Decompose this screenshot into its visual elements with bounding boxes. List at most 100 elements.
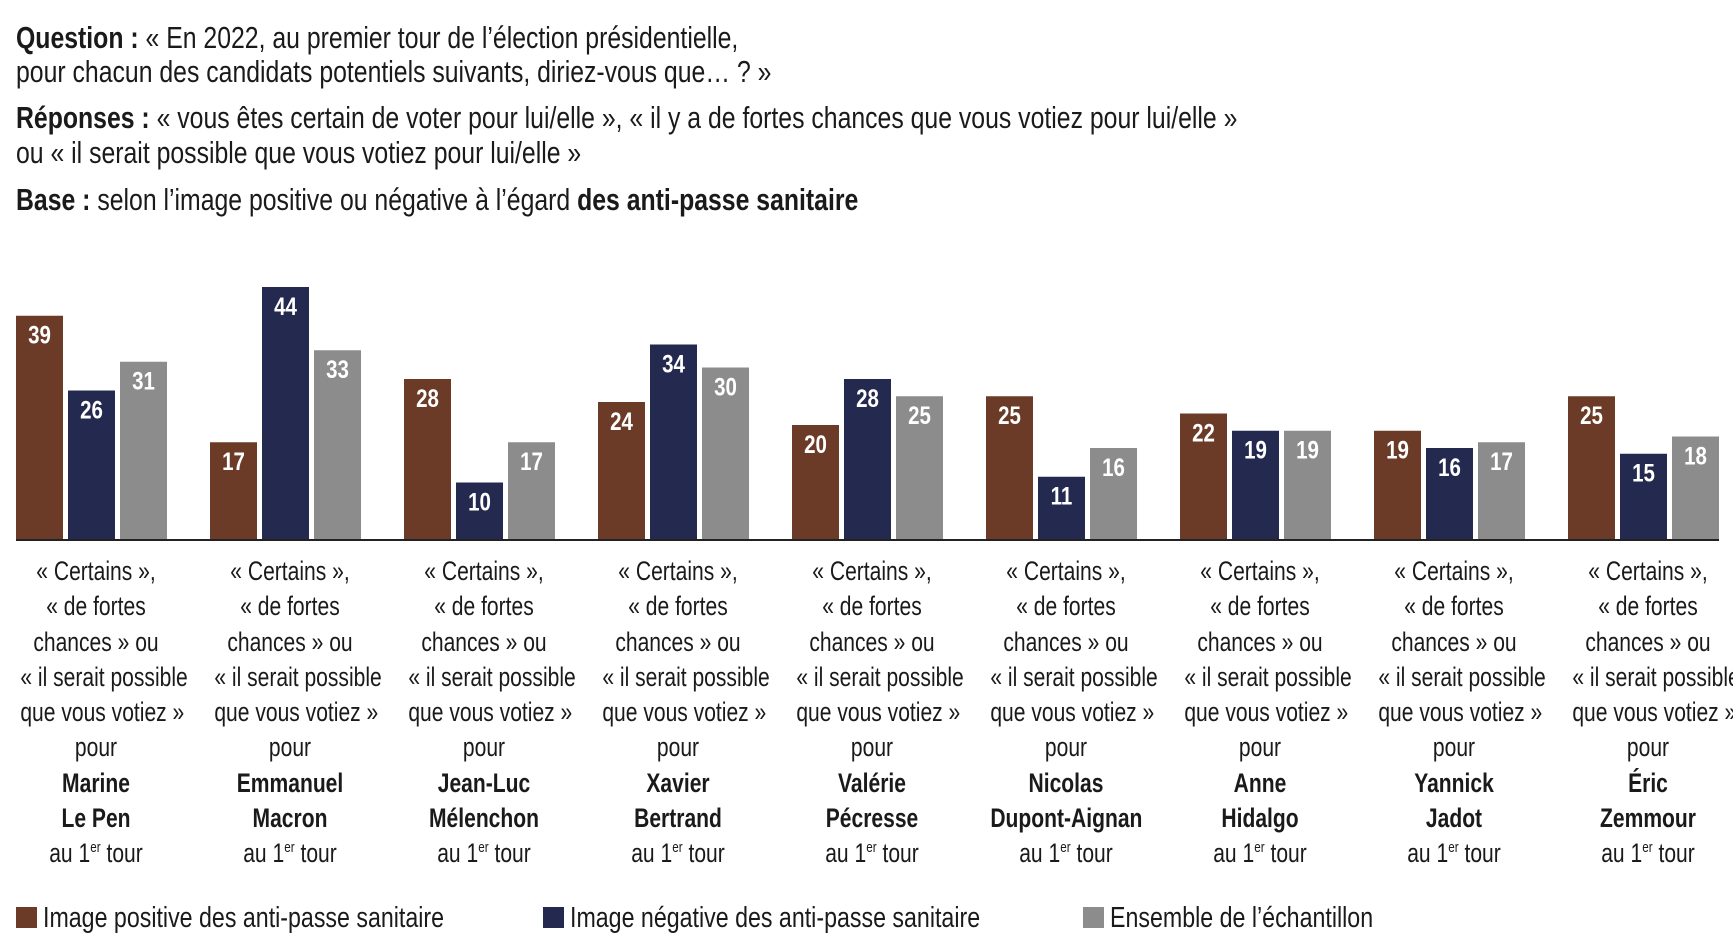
bar [986,396,1033,540]
bar [68,390,115,540]
category-line: « Certains », [35,556,156,586]
category-line: chances » ou [1584,626,1711,657]
category-line: « Certains », [1005,556,1126,586]
round-label: au 1er tour [408,836,559,871]
category-line: chances » ou [226,626,353,657]
candidate-last-name: Hidalgo [1220,803,1299,834]
bar [508,442,555,540]
bar-value-label: 16 [1438,453,1461,481]
candidate-first-name: Éric [1627,767,1668,798]
bar-value-label: 20 [804,430,827,458]
category-line: « de fortes [45,591,146,622]
round-label: au 1er tour [1184,836,1335,871]
category-line: « Certains », [1393,556,1514,586]
bar-value-label: 10 [468,488,491,516]
category-label: « Certains », « de fortes chances » ou « il… [581,554,775,872]
bar-value-label: 22 [1192,419,1215,447]
round-label: au 1er tour [214,836,365,871]
responses-label: Réponses : [16,100,150,135]
category-line: que vous votiez » [213,697,378,728]
bar [1284,430,1331,540]
round-superscript: er [1641,839,1653,857]
round-suffix: tour [1264,838,1307,869]
bar-value-label: 34 [662,350,685,378]
responses-line-1: Réponses : « vous êtes certain de voter … [16,100,1237,136]
round-prefix: au 1 [242,838,284,869]
round-suffix: tour [682,838,725,869]
category-line: « il serait possible [795,661,964,692]
bar-value-label: 39 [28,321,51,349]
bars-group: 39 26 31 17 44 33 28 10 17 24 34 30 20 28 25 25 11 16 22 19… [16,287,1719,540]
round-suffix: tour [294,838,337,869]
category-line: que vous votiez » [989,697,1154,728]
bar-value-label: 19 [1296,436,1319,464]
category-label: « Certains », « de fortes chances » ou « il… [1163,554,1357,872]
candidate-first-name: Valérie [837,767,906,798]
round-suffix: tour [100,838,143,869]
category-line: « de fortes [1209,591,1310,622]
bar [650,344,697,540]
category-line: chances » ou [32,626,159,657]
bar-value-label: 19 [1244,436,1267,464]
category-line: « il serait possible [407,661,576,692]
bar [702,367,749,540]
category-line: pour [1432,732,1475,763]
round-suffix: tour [488,838,531,869]
category-line: chances » ou [1002,626,1129,657]
category-line: chances » ou [1390,626,1517,657]
round-suffix: tour [1070,838,1113,869]
category-line: pour [656,732,699,763]
base-text: selon l’image positive ou négative à l’é… [90,182,578,217]
category-line: que vous votiez » [795,697,960,728]
category-label: « Certains », « de fortes chances » ou « il… [193,554,387,872]
bar-value-label: 28 [416,384,439,412]
bar-value-label: 18 [1684,442,1707,470]
question-label: Question : [16,20,139,55]
category-label: « Certains », « de fortes chances » ou « il… [1551,554,1733,872]
category-label: « Certains », « de fortes chances » ou « il… [0,554,193,872]
round-label: au 1er tour [796,836,947,871]
question-line-1: Question : « En 2022, au premier tour de… [16,20,738,56]
category-line: « de fortes [821,591,922,622]
bar [1478,442,1525,540]
bar-value-label: 25 [908,401,931,429]
candidate-last-name: Dupont-Aignan [989,803,1142,834]
bar [404,379,451,540]
category-line: « il serait possible [1377,661,1546,692]
category-label: « Certains », « de fortes chances » ou « il… [1357,554,1551,872]
category-line: « de fortes [1403,591,1504,622]
category-line: que vous votiez » [407,697,572,728]
bar-value-label: 31 [132,367,155,395]
candidate-last-name: Zemmour [1599,803,1696,834]
round-prefix: au 1 [48,838,90,869]
bar-value-label: 25 [998,401,1021,429]
bar-value-label: 16 [1102,453,1125,481]
category-line: « Certains », [811,556,932,586]
bar [262,287,309,540]
category-line: « il serait possible [989,661,1158,692]
round-prefix: au 1 [436,838,478,869]
category-line: « Certains », [229,556,350,586]
category-line: « Certains », [1199,556,1320,586]
category-line: que vous votiez » [1183,697,1348,728]
legend-label-negative: Image négative des anti-passe sanitaire [570,902,981,934]
round-prefix: au 1 [1600,838,1642,869]
bar [792,425,839,540]
responses-text: « vous êtes certain de voter pour lui/el… [149,100,1238,135]
bar-chart: 39 26 31 17 44 33 28 10 17 24 34 30 20 28 25 25 11 16 22 19… [16,287,1719,541]
bar [456,482,503,540]
round-suffix: tour [876,838,919,869]
candidate-first-name: Nicolas [1028,767,1103,798]
bar [598,402,645,540]
bar-value-label: 17 [1490,447,1513,475]
bar-value-label: 19 [1386,436,1409,464]
bar [1426,448,1473,540]
legend-label-positive: Image positive des anti-passe sanitaire [43,902,445,934]
bar [896,396,943,540]
bar [120,361,167,540]
bar [1568,396,1615,540]
question-line-2: pour chacun des candidats potentiels sui… [16,54,772,89]
bar [844,379,891,540]
category-line: chances » ou [1196,626,1323,657]
bar [1672,436,1719,540]
